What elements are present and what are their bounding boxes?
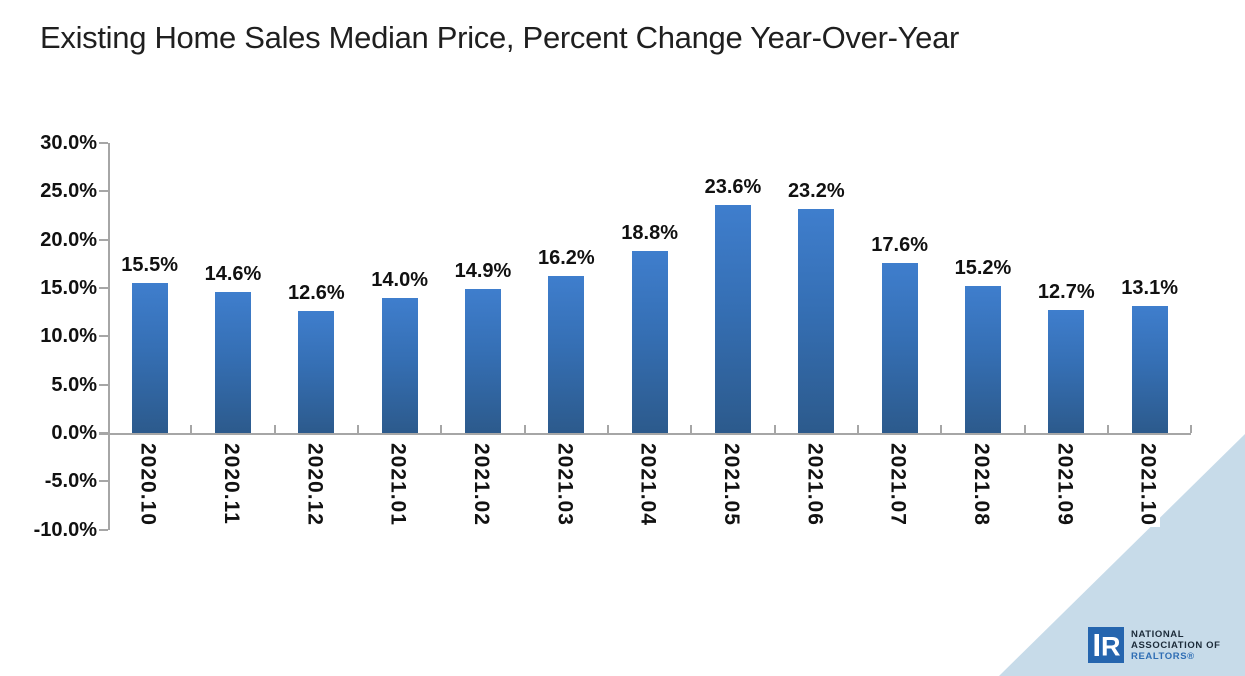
y-tick-label: 0.0% [51, 422, 97, 444]
bar-value-label: 16.2% [537, 247, 595, 270]
bar [964, 286, 1001, 433]
x-axis-baseline [99, 433, 1192, 435]
y-axis-tick [99, 480, 108, 483]
chart-title: Existing Home Sales Median Price, Percen… [40, 20, 960, 55]
y-axis-tick [99, 141, 108, 144]
bar [881, 262, 918, 433]
bar-value-label: 14.6% [204, 262, 262, 285]
x-axis-tick [606, 425, 609, 433]
bar-value-label: 14.9% [454, 259, 512, 282]
x-axis-tick [1106, 425, 1109, 433]
bar [131, 283, 168, 433]
nar-line-1: NATIONAL [1131, 628, 1185, 640]
y-tick-label: 15.0% [40, 276, 97, 299]
bar-value-label: 12.7% [1037, 281, 1095, 304]
bar-value-label: 23.2% [787, 179, 845, 202]
bar [298, 311, 335, 433]
x-category-label: 2021.05 [719, 442, 743, 527]
x-axis-tick [190, 425, 193, 433]
bar-value-label: 15.2% [954, 257, 1012, 280]
y-axis-tick [99, 286, 108, 289]
y-tick-label: 10.0% [40, 325, 97, 348]
x-category-label: 2020.10 [136, 442, 160, 527]
x-category-label: 2021.06 [803, 442, 827, 527]
nar-branding: R NATIONAL ASSOCIATION OF REALTORS® [1088, 627, 1221, 663]
y-axis-tick [99, 383, 108, 386]
x-axis-tick [856, 425, 859, 433]
y-tick-label: 5.0% [51, 373, 97, 396]
x-category-label: 2021.03 [553, 442, 577, 527]
bar-value-label: 17.6% [871, 233, 928, 256]
x-axis-tick [940, 425, 943, 433]
x-category-label: 2021.02 [469, 442, 493, 527]
y-tick-label: -10.0% [33, 518, 97, 541]
x-axis-tick [690, 425, 693, 433]
bar [548, 276, 585, 433]
y-axis-tick [99, 238, 108, 241]
x-category-label: 2021.10 [1136, 442, 1160, 527]
x-category-label: 2021.01 [386, 442, 410, 527]
bar-value-label: 12.6% [287, 282, 345, 305]
x-category-label: 2021.09 [1053, 442, 1077, 527]
bar-value-label: 15.5% [121, 254, 179, 277]
y-axis-tick [99, 335, 108, 338]
y-tick-label: -5.0% [44, 470, 97, 493]
y-axis-tick [99, 190, 108, 193]
x-axis-tick [440, 425, 443, 433]
bar-value-label: 18.8% [621, 222, 678, 245]
y-axis-line [108, 142, 110, 530]
nar-logo-icon: R [1088, 627, 1124, 663]
x-axis-tick [1023, 425, 1026, 433]
bar [1048, 310, 1085, 433]
x-axis-tick [356, 425, 359, 433]
bar [798, 208, 835, 433]
x-axis-tick [273, 425, 276, 433]
y-tick-label: 20.0% [40, 228, 97, 251]
nar-line-2: ASSOCIATION OF [1131, 639, 1221, 651]
nar-wordmark: NATIONAL ASSOCIATION OF REALTORS® [1131, 629, 1221, 662]
triangle-shape [999, 434, 1245, 676]
bar [1131, 306, 1168, 433]
nar-line-3: REALTORS® [1131, 650, 1195, 662]
bar-value-label: 13.1% [1121, 277, 1178, 300]
y-axis-tick [99, 528, 108, 531]
bar-value-label: 14.0% [371, 268, 428, 291]
bar [631, 251, 668, 433]
bar [464, 288, 501, 433]
y-tick-label: 30.0% [40, 131, 97, 154]
corner-triangle-decoration [999, 434, 1245, 676]
bar [381, 297, 418, 433]
x-category-label: 2021.07 [886, 442, 910, 527]
bar [714, 204, 751, 433]
x-axis-tick [523, 425, 526, 433]
x-axis-tick [773, 425, 776, 433]
bar-value-label: 23.6% [704, 175, 762, 198]
x-category-label: 2021.08 [969, 442, 993, 527]
x-axis-tick [1190, 425, 1193, 433]
x-category-label: 2021.04 [636, 442, 660, 527]
x-category-label: 2020.11 [219, 442, 243, 526]
x-category-label: 2020.12 [303, 442, 327, 527]
svg-text:R: R [1101, 632, 1121, 662]
bar [214, 291, 251, 433]
y-tick-label: 25.0% [40, 180, 97, 203]
